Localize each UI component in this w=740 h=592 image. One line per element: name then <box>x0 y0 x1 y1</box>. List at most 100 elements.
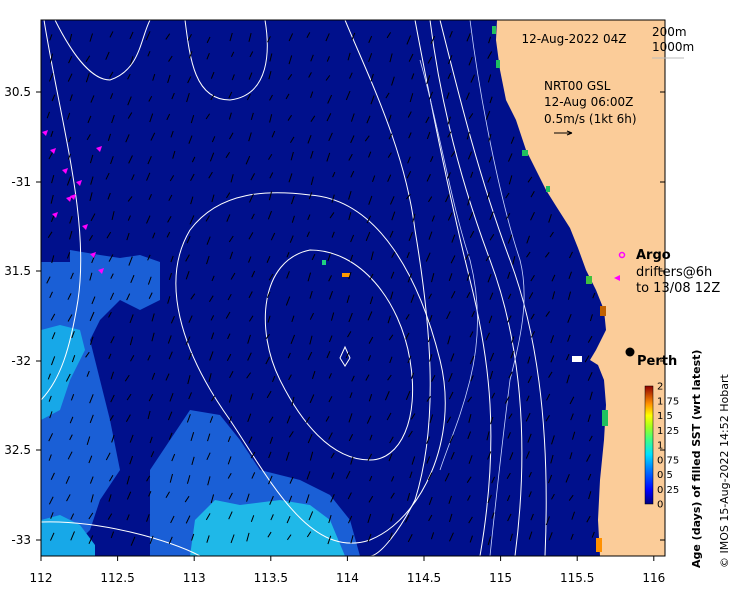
current-arrow <box>427 336 432 343</box>
current-arrow <box>551 274 556 282</box>
current-arrow <box>588 491 592 500</box>
current-arrow <box>147 156 152 165</box>
current-arrow <box>310 54 314 62</box>
current-arrow <box>368 394 373 402</box>
current-arrow <box>411 456 416 465</box>
drifter-marker <box>62 168 68 174</box>
drifter-legend-label: drifters@6h <box>636 265 712 280</box>
x-tick-label: 113 <box>183 571 206 585</box>
current-arrow <box>67 451 73 460</box>
current-arrow <box>147 51 151 57</box>
current-arrow <box>227 333 231 340</box>
current-arrow <box>148 292 153 299</box>
current-arrow <box>208 171 213 179</box>
current-arrow <box>450 255 456 264</box>
current-arrow <box>591 531 595 538</box>
current-arrow <box>130 536 136 546</box>
current-arrow <box>50 532 55 541</box>
current-arrow <box>226 192 231 199</box>
current-arrow <box>49 291 53 299</box>
current-arrow <box>389 356 393 364</box>
current-arrow <box>445 194 450 203</box>
current-arrow <box>447 212 453 221</box>
current-arrow <box>331 231 335 238</box>
current-arrow <box>146 514 150 522</box>
current-arrow <box>227 293 232 301</box>
current-arrow <box>310 150 314 159</box>
current-arrow <box>126 475 130 485</box>
current-arrow <box>545 415 550 422</box>
current-arrow <box>286 271 290 279</box>
current-arrow <box>387 315 391 324</box>
current-arrow <box>70 394 75 401</box>
current-arrow <box>249 315 254 322</box>
current-arrow <box>188 51 193 59</box>
current-arrow <box>148 490 152 497</box>
colorbar-title: Age (days) of filled SST (wrt latest) <box>690 350 703 568</box>
current-arrow <box>470 375 474 382</box>
current-arrow <box>91 296 96 305</box>
current-arrow <box>110 273 114 279</box>
current-arrow <box>390 492 395 499</box>
current-arrow <box>407 355 412 364</box>
current-arrow <box>366 415 372 424</box>
current-arrow <box>489 292 494 300</box>
current-arrow <box>546 393 551 401</box>
current-arrow <box>127 215 131 221</box>
current-arrow <box>167 216 172 223</box>
current-arrow <box>168 432 173 440</box>
current-arrow <box>68 136 72 143</box>
current-arrow <box>448 495 452 504</box>
current-arrow <box>210 494 215 504</box>
current-arrow <box>510 136 515 144</box>
current-arrow <box>570 533 574 540</box>
current-arrow <box>569 452 573 460</box>
current-arrow <box>308 511 314 521</box>
map-timestamp: 12-Aug-2022 04Z <box>522 32 627 46</box>
current-arrow <box>168 55 173 62</box>
current-arrow <box>147 276 152 285</box>
current-arrow <box>386 412 392 421</box>
current-arrow <box>364 135 370 142</box>
current-arrow <box>206 52 210 60</box>
current-arrow <box>527 375 532 384</box>
current-arrow <box>150 132 156 141</box>
current-arrow <box>250 515 255 522</box>
current-arrow <box>85 55 91 63</box>
current-arrow <box>211 136 216 143</box>
drifter-marker <box>66 196 72 202</box>
current-arrow <box>89 394 94 404</box>
current-arrow <box>265 356 271 365</box>
current-arrow <box>569 396 575 405</box>
current-arrow <box>351 32 356 41</box>
current-arrow <box>330 312 335 321</box>
current-arrow <box>68 56 73 64</box>
current-arrow <box>589 314 593 322</box>
current-arrow <box>507 153 513 162</box>
current-arrow <box>387 374 392 381</box>
current-arrow <box>309 451 314 461</box>
current-arrow <box>451 234 456 243</box>
current-arrow <box>247 352 252 361</box>
current-arrow <box>406 193 411 200</box>
current-arrow <box>428 293 432 300</box>
current-arrow <box>170 255 174 263</box>
sst-patch-cyan-sw <box>41 515 95 556</box>
current-arrow <box>167 335 172 344</box>
current-arrow <box>467 396 473 403</box>
current-arrow <box>447 172 451 179</box>
colorbar-gradient <box>644 385 654 505</box>
current-arrow <box>368 336 374 344</box>
drifter-marker <box>70 194 76 200</box>
current-arrow <box>426 396 431 402</box>
current-arrow <box>508 371 513 379</box>
current-arrow <box>70 531 75 541</box>
current-arrow <box>588 435 593 442</box>
current-arrow <box>491 392 496 399</box>
current-arrow <box>367 311 373 321</box>
current-arrow <box>211 275 215 282</box>
current-source: NRT00 GSL <box>544 79 611 93</box>
current-arrow <box>191 156 196 163</box>
current-arrow <box>307 135 312 144</box>
current-arrow <box>251 472 256 479</box>
